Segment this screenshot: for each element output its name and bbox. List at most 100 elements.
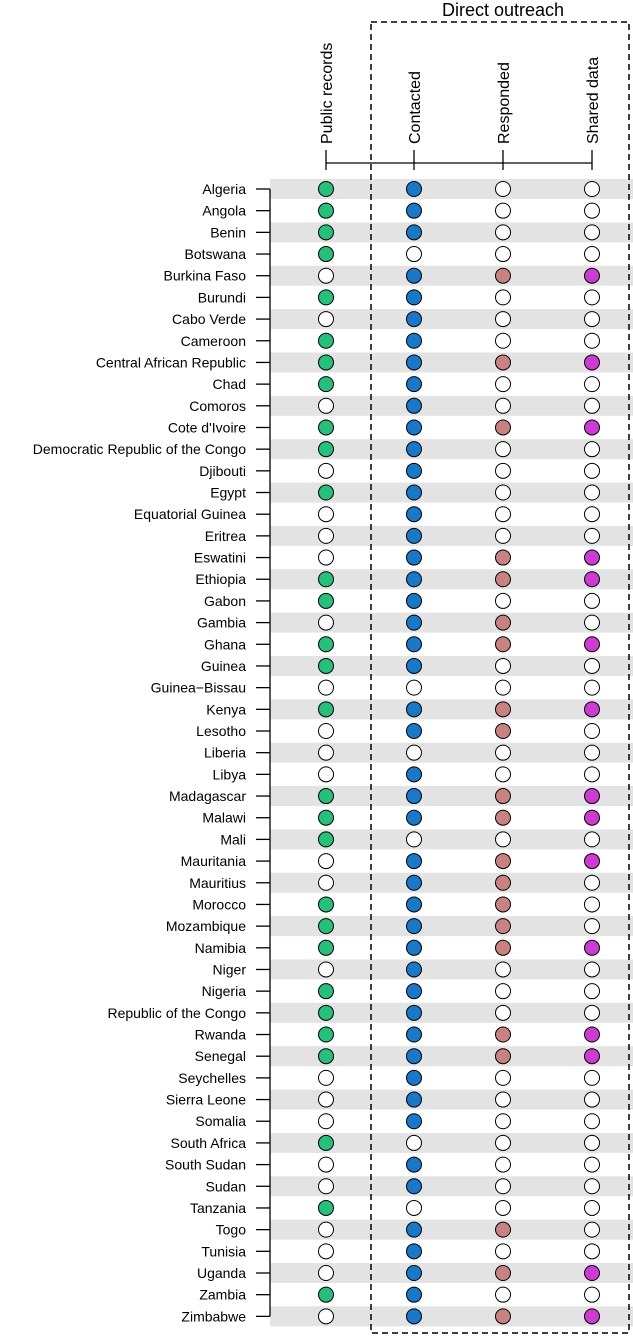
dot-shared-data [584,1243,600,1260]
dot-responded [495,1243,511,1260]
dot-contacted [406,961,422,978]
dot-responded [495,1308,511,1325]
row-stripe [270,222,633,243]
country-row: Ethiopia [195,571,600,588]
country-row: Kenya [206,701,600,718]
country-label: Guinea [201,658,246,674]
country-label: Tanzania [190,1200,246,1216]
country-row: Uganda [197,1265,600,1281]
dot-contacted [406,571,422,588]
country-label: Djibouti [199,463,246,479]
row-stripe [270,1089,633,1110]
country-row: Liberia [204,744,600,761]
dot-shared-data [584,592,600,609]
dot-responded [495,354,511,371]
column-labels: Public records Contacted Responded Shared d… [319,43,602,170]
dot-contacted [406,853,422,870]
dot-shared-data [584,1199,600,1216]
dot-responded [495,961,511,978]
dot-shared-data [584,939,600,956]
dot-contacted [406,1113,422,1130]
dot-responded [495,1004,511,1021]
row-stripe [270,916,633,937]
dot-contacted [406,657,422,674]
country-row: Eswatini [194,549,600,566]
dot-public-records [318,267,334,284]
dot-contacted [406,549,422,566]
dot-responded [495,202,511,219]
dot-public-records [318,1308,334,1325]
country-row: Somalia [195,1113,600,1130]
dot-public-records [318,918,334,935]
country-row: Burundi [198,289,600,306]
country-row: Rwanda [195,1026,600,1043]
dot-shared-data [584,1134,600,1151]
row-stripe [270,309,633,330]
country-row: Guinea−Bissau [151,679,600,696]
dot-contacted [406,809,422,826]
dot-public-records [318,831,334,848]
country-label: Democratic Republic of the Congo [33,441,246,457]
dot-shared-data [584,1286,600,1303]
dot-responded [495,939,511,956]
dot-shared-data [584,961,600,978]
country-row: Lesotho [196,723,600,739]
dot-responded [495,332,511,349]
dot-responded [495,701,511,718]
dot-contacted [406,289,422,306]
dot-responded [495,549,511,566]
dot-responded [495,224,511,241]
dot-contacted [406,181,422,197]
country-row: Eritrea [205,527,600,544]
country-row: Tunisia [201,1243,600,1260]
country-row: Angola [202,202,600,219]
country-label: Benin [210,224,246,240]
dot-shared-data [584,181,600,197]
country-label: Sierra Leone [166,1092,246,1108]
dot-public-records [318,614,334,631]
dot-public-records [318,181,334,197]
dot-shared-data [584,1178,600,1195]
dot-contacted [406,1134,422,1151]
dot-responded [495,1091,511,1108]
dot-contacted [406,679,422,696]
country-label: Nigeria [202,983,247,999]
dot-public-records [318,744,334,761]
country-row: Mauritius [189,874,600,891]
country-label: Republic of the Congo [107,1005,246,1021]
country-label: Gabon [204,593,246,609]
dot-responded [495,874,511,891]
dot-shared-data [584,246,600,263]
country-label: Lesotho [196,723,246,739]
dot-responded [495,571,511,588]
column-label-responded: Responded [496,62,513,144]
dot-contacted [406,766,422,783]
dot-contacted [406,354,422,371]
dot-public-records [318,571,334,588]
dot-shared-data [584,289,600,306]
country-row: Sierra Leone [166,1091,600,1108]
country-row: Zambia [199,1286,600,1303]
dot-responded [495,527,511,544]
country-row: Togo [216,1221,600,1238]
country-label: Eritrea [205,528,246,544]
dot-responded [495,831,511,848]
dot-public-records [318,527,334,544]
country-label: Morocco [192,896,246,912]
country-row: Niger [213,961,600,978]
dot-public-records [318,592,334,609]
country-label: Mauritius [189,875,246,891]
country-label: Chad [213,376,246,392]
row-stripe [270,525,633,546]
country-label: Burundi [198,289,246,305]
country-row: Morocco [192,896,600,913]
dot-shared-data [584,809,600,826]
dot-public-records [318,1221,334,1238]
dot-contacted [406,376,422,393]
dot-responded [495,723,511,739]
dot-contacted [406,1004,422,1021]
dot-shared-data [584,267,600,284]
country-row: Ghana [204,636,600,653]
dot-shared-data [584,1091,600,1108]
row-stripe [270,742,633,763]
